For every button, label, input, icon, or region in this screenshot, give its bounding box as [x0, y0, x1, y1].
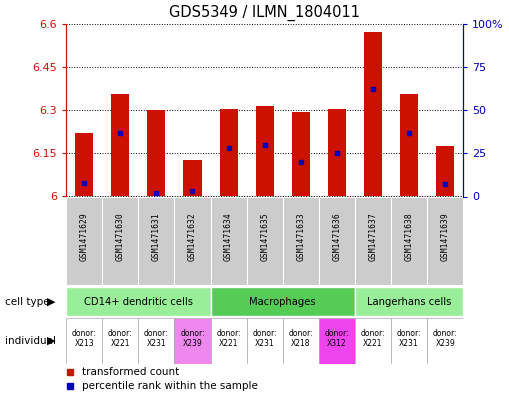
Bar	[66, 287, 211, 316]
Bar	[256, 106, 274, 196]
Text: donor:
X312: donor: X312	[325, 329, 349, 348]
Text: GSM1471639: GSM1471639	[441, 212, 449, 261]
Bar	[319, 318, 355, 364]
Bar	[427, 196, 463, 285]
Bar	[175, 318, 211, 364]
Text: transformed count: transformed count	[82, 367, 179, 377]
Bar	[66, 318, 102, 364]
Text: donor:
X218: donor: X218	[289, 329, 313, 348]
Text: Langerhans cells: Langerhans cells	[367, 297, 451, 307]
Text: individual: individual	[5, 336, 56, 346]
Bar	[211, 287, 355, 316]
Text: donor:
X239: donor: X239	[180, 329, 205, 348]
Text: GSM1471630: GSM1471630	[116, 212, 125, 261]
Text: Macrophages: Macrophages	[249, 297, 316, 307]
Bar	[282, 318, 319, 364]
Text: GSM1471635: GSM1471635	[260, 212, 269, 261]
Bar	[319, 196, 355, 285]
Bar	[66, 196, 102, 285]
Bar	[211, 318, 247, 364]
Bar	[436, 146, 454, 196]
Bar	[75, 133, 93, 196]
Text: cell type: cell type	[5, 297, 50, 307]
Text: percentile rank within the sample: percentile rank within the sample	[82, 381, 258, 391]
Bar	[364, 32, 382, 196]
Text: GSM1471632: GSM1471632	[188, 212, 197, 261]
Title: GDS5349 / ILMN_1804011: GDS5349 / ILMN_1804011	[169, 5, 360, 21]
Bar	[138, 196, 175, 285]
Bar	[148, 110, 165, 196]
Text: donor:
X221: donor: X221	[361, 329, 385, 348]
Bar	[247, 196, 282, 285]
Text: donor:
X213: donor: X213	[72, 329, 97, 348]
Text: GSM1471637: GSM1471637	[369, 212, 378, 261]
Text: donor:
X221: donor: X221	[108, 329, 133, 348]
Bar	[355, 318, 391, 364]
Text: GSM1471634: GSM1471634	[224, 212, 233, 261]
Bar	[102, 196, 138, 285]
Bar	[247, 318, 282, 364]
Bar	[328, 110, 346, 196]
Bar	[219, 108, 238, 196]
Bar	[183, 160, 202, 196]
Text: donor:
X231: donor: X231	[252, 329, 277, 348]
Bar	[400, 94, 418, 196]
Text: GSM1471633: GSM1471633	[296, 212, 305, 261]
Bar	[391, 196, 427, 285]
Bar	[111, 94, 129, 196]
Bar	[355, 287, 463, 316]
Text: ▶: ▶	[47, 336, 55, 346]
Bar	[211, 196, 247, 285]
Bar	[175, 196, 211, 285]
Text: ▶: ▶	[47, 297, 55, 307]
Bar	[391, 318, 427, 364]
Bar	[102, 318, 138, 364]
Bar	[138, 318, 175, 364]
Text: GSM1471638: GSM1471638	[405, 212, 413, 261]
Text: GSM1471631: GSM1471631	[152, 212, 161, 261]
Text: donor:
X239: donor: X239	[433, 329, 458, 348]
Bar	[355, 196, 391, 285]
Text: donor:
X231: donor: X231	[397, 329, 421, 348]
Bar	[292, 112, 310, 196]
Text: donor:
X231: donor: X231	[144, 329, 168, 348]
Text: GSM1471629: GSM1471629	[80, 212, 89, 261]
Bar	[282, 196, 319, 285]
Text: CD14+ dendritic cells: CD14+ dendritic cells	[84, 297, 193, 307]
Text: donor:
X221: donor: X221	[216, 329, 241, 348]
Bar	[427, 318, 463, 364]
Text: GSM1471636: GSM1471636	[332, 212, 342, 261]
